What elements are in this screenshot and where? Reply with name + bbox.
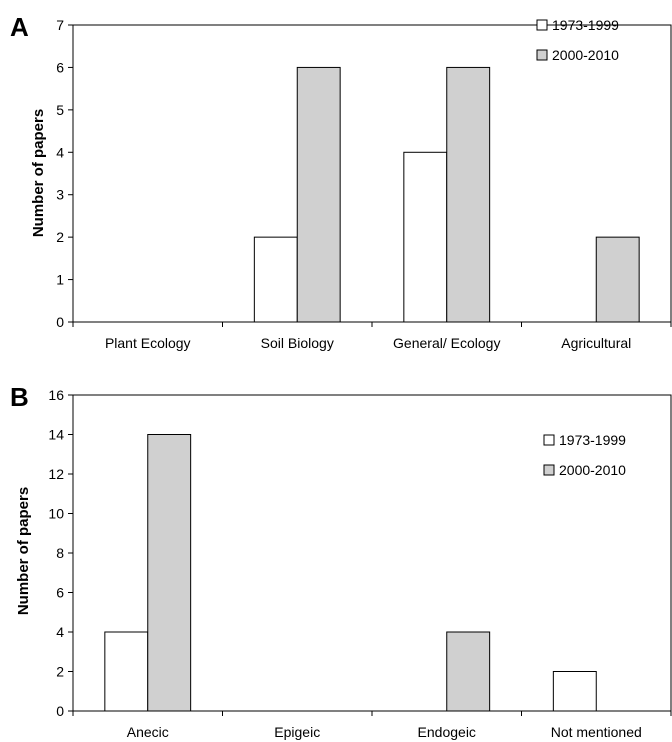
legend-a: 1973-1999 2000-2010: [536, 17, 619, 63]
bar-2000-2010-endogeic: [446, 631, 491, 712]
y-tick-label: 5: [56, 102, 64, 118]
y-tick-label: 3: [56, 187, 64, 203]
y-tick-label: 8: [56, 545, 64, 561]
x-tick-label: Anecic: [127, 724, 169, 740]
y-axis-ticks-b: 0 2 4 6 8 10 12 14 16: [48, 387, 73, 719]
legend-label: 2000-2010: [552, 47, 619, 63]
y-tick-label: 6: [56, 585, 64, 601]
panel-label-a: A: [10, 12, 29, 42]
x-tick-label: Soil Biology: [261, 335, 334, 351]
y-tick-label: 2: [56, 229, 64, 245]
chart-panel-a: A Number of papers 0 1 2 3 4 5 6 7 Plant Ecolog…: [10, 12, 672, 351]
bar-1973-1999-general-ecology: [403, 151, 448, 323]
y-axis-title-b: Number of papers: [15, 487, 32, 615]
y-tick-label: 4: [56, 624, 64, 640]
y-tick-label: 4: [56, 144, 64, 160]
bar-2000-2010-soil-biology: [296, 66, 341, 323]
legend-label: 1973-1999: [559, 432, 626, 448]
y-tick-label: 0: [56, 314, 64, 330]
chart-panel-b: B Number of papers 0 2 4 6 8 10 12 14 16 Anecic E…: [10, 382, 672, 740]
bar-2000-2010-agricultural: [595, 236, 640, 323]
y-tick-label: 1: [56, 272, 64, 288]
y-tick-label: 12: [48, 466, 64, 482]
x-tick-label: Epigeic: [274, 724, 320, 740]
y-tick-label: 10: [48, 506, 64, 522]
bar-1973-1999-anecic: [104, 631, 149, 712]
x-tick-label: Plant Ecology: [105, 335, 191, 351]
legend-swatch: [543, 434, 555, 446]
y-tick-label: 16: [48, 387, 64, 403]
y-tick-label: 14: [48, 427, 64, 443]
bar-1973-1999-not-mentioned: [552, 671, 597, 712]
x-tick-label: Endogeic: [418, 724, 476, 740]
legend-swatch: [543, 464, 555, 476]
legend-swatch: [536, 19, 548, 31]
panel-label-b: B: [10, 382, 29, 412]
x-tick-label: Not mentioned: [551, 724, 642, 740]
legend-b: 1973-1999 2000-2010: [543, 432, 626, 478]
legend-label: 2000-2010: [559, 462, 626, 478]
x-axis-labels-b: Anecic Epigeic Endogeic Not mentioned: [72, 711, 672, 740]
legend-swatch: [536, 49, 548, 61]
x-axis-labels-a: Plant Ecology Soil Biology General/ Ecolog…: [72, 322, 672, 351]
plot-area-a: [72, 24, 672, 323]
x-tick-label: General/ Ecology: [393, 335, 500, 351]
bar-1973-1999-soil-biology: [253, 236, 298, 323]
y-tick-label: 7: [56, 17, 64, 33]
y-axis-ticks-a: 0 1 2 3 4 5 6 7: [56, 17, 73, 330]
y-tick-label: 0: [56, 703, 64, 719]
bars-a: [253, 66, 640, 323]
y-tick-label: 6: [56, 59, 64, 75]
bars-b: [104, 434, 597, 712]
bar-2000-2010-general-ecology: [446, 66, 491, 323]
bar-2000-2010-anecic: [147, 434, 192, 712]
y-axis-title-a: Number of papers: [30, 109, 47, 237]
x-tick-label: Agricultural: [561, 335, 631, 351]
legend-label: 1973-1999: [552, 17, 619, 33]
y-tick-label: 2: [56, 664, 64, 680]
